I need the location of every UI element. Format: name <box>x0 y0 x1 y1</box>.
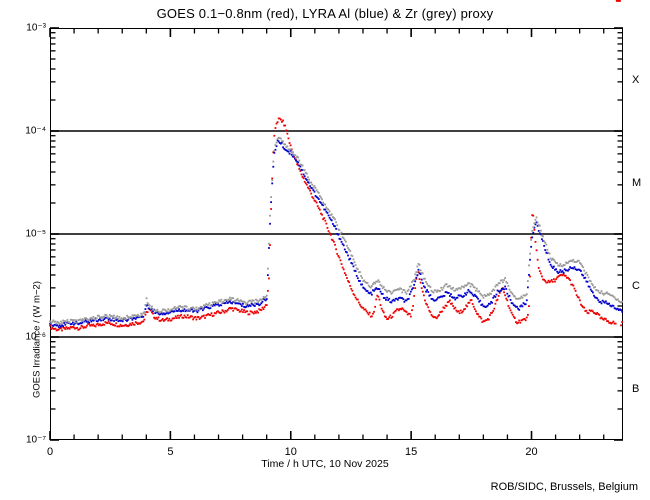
flare-class-label-m: M <box>632 176 642 189</box>
y-axis-label: GOES Irradiance / (W m−2) <box>31 281 43 398</box>
y-tick-label: 10⁻⁷ <box>25 434 46 446</box>
x-tick-label: 15 <box>405 446 418 458</box>
x-axis-label: Time / h UTC, 10 Nov 2025 <box>261 458 389 470</box>
x-tick-label: 10 <box>284 446 297 458</box>
series-goes-0-1-0-8nm <box>49 0 624 332</box>
chart-title: GOES 0.1−0.8nm (red), LYRA Al (blue) & Z… <box>156 6 494 21</box>
x-axis-ticks <box>49 28 605 440</box>
y-tick-label: 10⁻⁴ <box>25 125 46 137</box>
y-tick-label: 10⁻⁵ <box>25 228 46 240</box>
flare-class-label-c: C <box>632 279 640 292</box>
credit-text: ROB/SIDC, Brussels, Belgium <box>490 481 638 493</box>
y-tick-label: 10⁻⁶ <box>25 331 46 343</box>
x-tick-label: 20 <box>525 446 538 458</box>
flare-class-label-x: X <box>632 73 640 86</box>
x-tick-label: 5 <box>167 446 174 458</box>
data-series <box>49 0 624 332</box>
y-axis-tick-labels: 10⁻³ 10⁻⁴ 10⁻⁵ 10⁻⁶ 10⁻⁷ <box>0 0 46 500</box>
x-tick-label: 0 <box>46 446 54 458</box>
series-lyra-al-proxy <box>49 139 624 328</box>
y-axis-label-wrap: GOES Irradiance / (W m−2) <box>14 134 43 398</box>
y-tick-label: 10⁻³ <box>26 22 46 34</box>
y-axis-ticks <box>50 27 623 441</box>
series-lyra-zr-proxy <box>49 136 624 325</box>
flare-class-label-b: B <box>632 382 640 395</box>
